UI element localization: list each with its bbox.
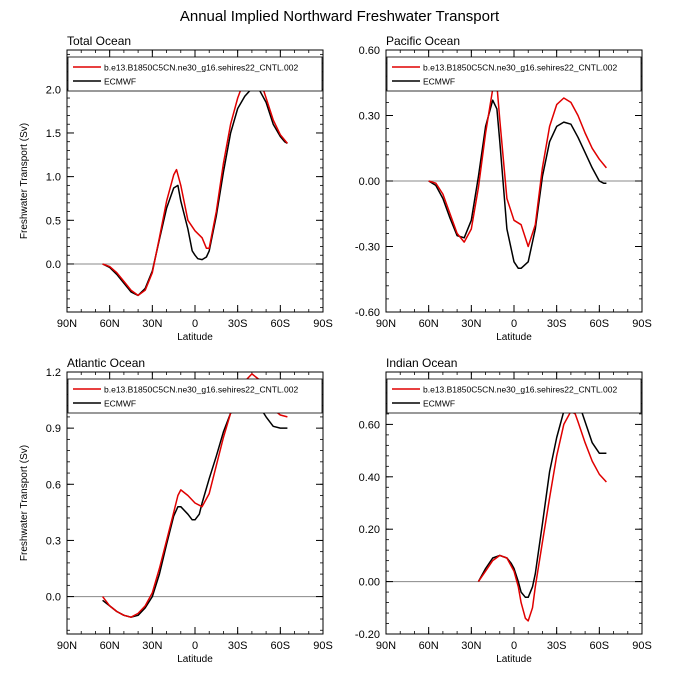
x-tick-label: 60S bbox=[590, 640, 610, 652]
y-tick-label: -0.60 bbox=[355, 307, 380, 319]
x-tick-label: 30N bbox=[142, 640, 162, 652]
panel-title: Atlantic Ocean bbox=[67, 356, 145, 370]
x-tick-label: 90N bbox=[376, 640, 396, 652]
plot-frame bbox=[385, 49, 643, 313]
x-axis-label: Latitude bbox=[496, 654, 532, 665]
x-tick-label: 90S bbox=[632, 318, 652, 330]
legend-label: ECMWF bbox=[423, 77, 455, 87]
x-axis-label: Latitude bbox=[177, 654, 213, 665]
model-line bbox=[477, 410, 607, 622]
y-tick-label: 0.40 bbox=[359, 472, 380, 484]
model-line bbox=[428, 84, 607, 248]
y-tick-label: -0.20 bbox=[355, 629, 380, 641]
y-tick-label: 1.0 bbox=[46, 172, 61, 184]
plot-frame bbox=[385, 371, 643, 635]
panel-title: Pacific Ocean bbox=[386, 34, 460, 48]
panel-title: Total Ocean bbox=[67, 34, 131, 48]
panel-indian-ocean: 90N 60N 30N 0 30S 60S 90S -0.20 0.00 0.20 0.40 0.60… bbox=[355, 356, 652, 665]
x-tick-label: 90N bbox=[376, 318, 396, 330]
x-tick-label: 30S bbox=[547, 640, 567, 652]
x-tick-label: 60N bbox=[419, 640, 439, 652]
y-tick-label: 0.30 bbox=[359, 111, 380, 123]
legend-label: b.e13.B1850C5CN.ne30_g16.sehires22_CNTL.… bbox=[104, 385, 298, 395]
y-tick-label: 0.00 bbox=[359, 176, 380, 188]
legend-label: ECMWF bbox=[104, 77, 136, 87]
x-tick-label: 60N bbox=[100, 318, 120, 330]
legend-box bbox=[386, 56, 642, 92]
y-axis-label: Freshwater Transport (Sv) bbox=[19, 123, 30, 239]
x-tick-label: 0 bbox=[511, 640, 517, 652]
y-tick-label: 0.3 bbox=[46, 535, 61, 547]
ecmwf-line bbox=[477, 394, 607, 599]
panel-title: Indian Ocean bbox=[386, 356, 457, 370]
x-tick-label: 90S bbox=[632, 640, 652, 652]
y-tick-label: 0.0 bbox=[46, 259, 61, 271]
plot-frame bbox=[66, 49, 324, 313]
x-tick-label: 60S bbox=[271, 318, 291, 330]
legend-label: ECMWF bbox=[423, 399, 455, 409]
x-tick-label: 60N bbox=[419, 318, 439, 330]
x-tick-label: 90S bbox=[313, 318, 333, 330]
model-line bbox=[102, 373, 288, 618]
panel-pacific-ocean: 90N 60N 30N 0 30S 60S 90S -0.60 -0.30 0.00 0.30 0.6… bbox=[355, 34, 652, 343]
x-tick-label: 30N bbox=[461, 318, 481, 330]
x-tick-label: 30N bbox=[142, 318, 162, 330]
y-tick-label: 2.0 bbox=[46, 84, 61, 96]
x-tick-label: 60S bbox=[271, 640, 291, 652]
x-tick-label: 30S bbox=[228, 318, 248, 330]
y-tick-label: 1.5 bbox=[46, 128, 61, 140]
y-tick-label: -0.30 bbox=[355, 242, 380, 254]
ecmwf-line bbox=[102, 399, 288, 618]
plot-frame bbox=[66, 371, 324, 635]
panel-atlantic-ocean: 90N 60N 30N 0 30S 60S 90S 0.0 0.3 0.6 0.9 1.2 Atlant… bbox=[19, 356, 333, 665]
x-tick-label: 0 bbox=[511, 318, 517, 330]
legend-box bbox=[67, 378, 323, 414]
x-tick-label: 0 bbox=[192, 640, 198, 652]
x-tick-label: 30N bbox=[461, 640, 481, 652]
x-axis-label: Latitude bbox=[177, 332, 213, 343]
y-tick-label: 0.60 bbox=[359, 419, 380, 431]
y-tick-label: 0.0 bbox=[46, 592, 61, 604]
panel-total-ocean: 90N 60N 30N 0 30S 60S 90S 0.0 0.5 1.0 1.5 2.0 Total … bbox=[19, 34, 333, 343]
figure-title: Annual Implied Northward Freshwater Tran… bbox=[179, 8, 500, 25]
y-axis-label: Freshwater Transport (Sv) bbox=[19, 445, 30, 561]
model-line bbox=[102, 69, 288, 297]
ecmwf-line bbox=[428, 99, 607, 270]
x-tick-label: 90N bbox=[57, 318, 77, 330]
x-axis-label: Latitude bbox=[496, 332, 532, 343]
legend-label: ECMWF bbox=[104, 399, 136, 409]
y-tick-label: 0.60 bbox=[359, 45, 380, 57]
legend-label: b.e13.B1850C5CN.ne30_g16.sehires22_CNTL.… bbox=[423, 63, 617, 73]
x-tick-label: 90S bbox=[313, 640, 333, 652]
legend-label: b.e13.B1850C5CN.ne30_g16.sehires22_CNTL.… bbox=[423, 385, 617, 395]
y-tick-label: 0.20 bbox=[359, 524, 380, 536]
x-tick-label: 90N bbox=[57, 640, 77, 652]
x-tick-label: 60S bbox=[590, 318, 610, 330]
x-tick-label: 0 bbox=[192, 318, 198, 330]
x-tick-label: 60N bbox=[100, 640, 120, 652]
y-tick-label: 0.00 bbox=[359, 577, 380, 589]
x-tick-label: 30S bbox=[228, 640, 248, 652]
y-tick-label: 0.5 bbox=[46, 215, 61, 227]
legend-box bbox=[386, 378, 642, 414]
x-tick-label: 30S bbox=[547, 318, 567, 330]
y-tick-label: 0.9 bbox=[46, 423, 61, 435]
legend-box bbox=[67, 56, 323, 92]
y-tick-label: 0.6 bbox=[46, 479, 61, 491]
legend-label: b.e13.B1850C5CN.ne30_g16.sehires22_CNTL.… bbox=[104, 63, 298, 73]
y-tick-label: 1.2 bbox=[46, 367, 61, 379]
